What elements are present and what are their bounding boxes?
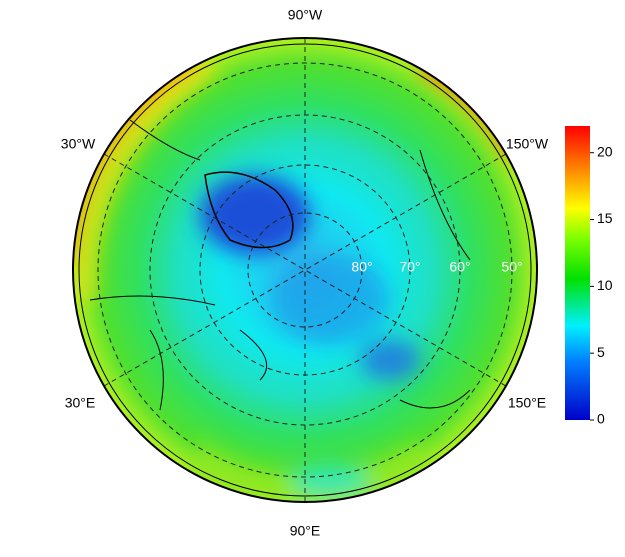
parallel-label: 70°	[399, 259, 420, 275]
colorbar: 0 5 10 15 20	[565, 126, 613, 427]
map-border	[72, 37, 538, 503]
field	[73, 38, 537, 502]
parallel-label: 60°	[449, 259, 470, 275]
colorbar-tick-label: 10	[597, 277, 613, 293]
meridian-label: 30°E	[65, 395, 96, 411]
meridian-label: 150°E	[508, 395, 546, 411]
colorbar-tick-label: 5	[597, 344, 605, 360]
map-inner-border	[78, 43, 532, 497]
meridian-label: 30°W	[61, 136, 96, 152]
colorbar-tick-label: 20	[597, 143, 613, 159]
meridian-label: 90°E	[290, 523, 321, 539]
colorbar-tick-label: 15	[597, 210, 613, 226]
meridian-label: 150°W	[506, 136, 549, 152]
graticule	[97, 38, 513, 502]
meridian-label: 90°W	[288, 7, 323, 23]
colorbar-scale	[565, 126, 590, 420]
colorbar-tick-label: 0	[597, 411, 605, 427]
parallel-label: 80°	[351, 259, 372, 275]
parallel-label: 50°	[501, 259, 522, 275]
